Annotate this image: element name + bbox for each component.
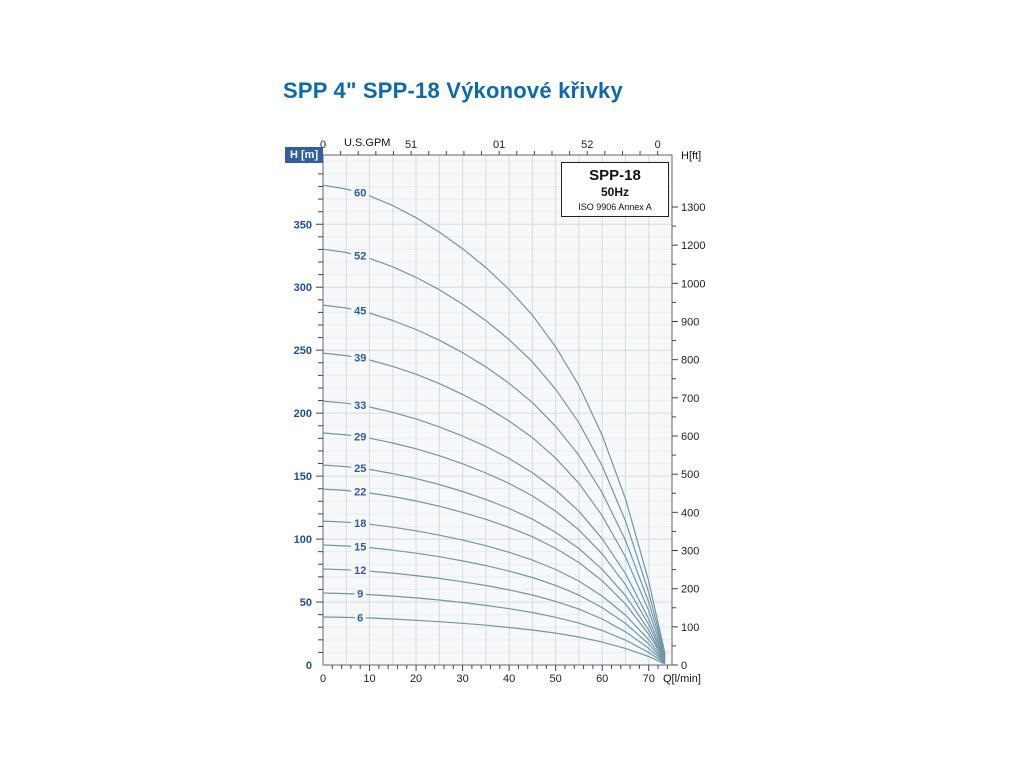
bottom-tick-label: 50	[550, 673, 562, 685]
top-axis-unit-label: U.S.GPM	[344, 137, 391, 149]
top-tick-label: 01	[493, 139, 505, 151]
pump-curves	[322, 184, 666, 665]
curve-stage-label: 18	[354, 518, 366, 530]
curve-label-backing	[351, 462, 370, 474]
bottom-tick-label: 30	[456, 673, 468, 685]
left-tick-label: 300	[294, 282, 312, 294]
curve-label-backing	[354, 588, 366, 600]
legend-box: SPP-18 50Hz ISO 9906 Annex A	[561, 162, 669, 217]
curve-52-stages	[322, 248, 666, 656]
right-tick-label: 0	[681, 660, 687, 672]
right-tick-label: 600	[681, 431, 699, 443]
bottom-tick-label: 70	[643, 673, 655, 685]
curve-label-backing	[351, 430, 370, 442]
curve-stage-label: 9	[357, 589, 363, 601]
right-tick-label: 1200	[681, 240, 705, 252]
top-tick-label: 52	[581, 139, 593, 151]
page-title: SPP 4" SPP-18 Výkonové křivky	[283, 78, 623, 103]
right-tick-label: 1300	[681, 202, 705, 214]
curve-label-backing	[351, 187, 370, 199]
curve-15-stages	[322, 544, 666, 663]
top-tick-label: 51	[405, 139, 417, 151]
legend-standard: ISO 9906 Annex A	[578, 202, 652, 212]
right-tick-label: 100	[681, 622, 699, 634]
bottom-tick-label: 0	[320, 673, 326, 685]
left-tick-label: 350	[294, 219, 312, 231]
curve-stage-label: 22	[354, 486, 366, 498]
right-tick-label: 800	[681, 355, 699, 367]
curve-label-backing	[351, 352, 370, 364]
left-tick-label: 200	[294, 408, 312, 420]
axis-ticks	[316, 151, 678, 671]
left-tick-label: 150	[294, 471, 312, 483]
curve-22-stages	[322, 488, 666, 662]
left-axis-unit-label: H [m]	[285, 147, 324, 163]
curve-label-backing	[351, 564, 370, 576]
legend-frequency: 50Hz	[600, 185, 629, 199]
right-tick-label: 700	[681, 393, 699, 405]
right-tick-label: 200	[681, 584, 699, 596]
right-tick-label: 300	[681, 546, 699, 558]
curve-stage-label: 39	[354, 353, 366, 365]
curve-9-stages	[322, 592, 666, 664]
right-tick-label: 400	[681, 507, 699, 519]
curve-stage-label: 52	[354, 251, 366, 263]
left-tick-label: 100	[294, 534, 312, 546]
legend-model-name: SPP-18	[589, 167, 641, 184]
bottom-tick-label: 10	[363, 673, 375, 685]
curve-label-backing	[354, 611, 366, 623]
curve-stage-label: 29	[354, 431, 366, 443]
curve-stage-label: 12	[354, 565, 366, 577]
grid-lines	[323, 155, 672, 665]
curve-label-backing	[351, 485, 370, 497]
top-tick-label: 0	[320, 139, 326, 151]
curve-18-stages	[322, 520, 666, 662]
curve-stage-label: 25	[354, 463, 366, 475]
curve-stage-label: 45	[354, 306, 366, 318]
curve-60-stages	[322, 184, 666, 654]
curve-label-backing	[351, 250, 370, 262]
right-axis-unit-label: H[ft]	[681, 150, 702, 162]
right-tick-label: 1000	[681, 278, 705, 290]
plot-border	[322, 154, 673, 666]
curve-29-stages	[322, 432, 666, 660]
curve-stage-label: 60	[354, 188, 366, 200]
curve-stage-label: 6	[357, 612, 363, 624]
right-tick-label: 500	[681, 469, 699, 481]
left-tick-label: 50	[300, 597, 312, 609]
curve-label-backing	[351, 517, 370, 529]
right-tick-label: 900	[681, 317, 699, 329]
curve-39-stages	[322, 352, 666, 658]
left-tick-label: 0	[306, 660, 312, 672]
bottom-tick-label: 40	[503, 673, 515, 685]
curve-6-stages	[322, 616, 666, 665]
curve-label-backing	[351, 399, 370, 411]
curve-labels: 60 52 45 39 33 29 25 22 18 15 12 9 6	[351, 187, 370, 624]
curve-12-stages	[322, 568, 666, 664]
top-tick-label: 0	[655, 139, 661, 151]
curve-label-backing	[351, 305, 370, 317]
curve-stage-label: 15	[354, 541, 366, 553]
bottom-tick-label: 20	[410, 673, 422, 685]
curve-33-stages	[322, 400, 666, 659]
curve-label-backing	[351, 540, 370, 552]
curve-25-stages	[322, 464, 666, 661]
curve-45-stages	[322, 304, 666, 657]
left-tick-label: 250	[294, 345, 312, 357]
curve-stage-label: 33	[354, 400, 366, 412]
bottom-axis-unit-label: Q[l/min]	[663, 673, 701, 685]
bottom-tick-label: 60	[596, 673, 608, 685]
